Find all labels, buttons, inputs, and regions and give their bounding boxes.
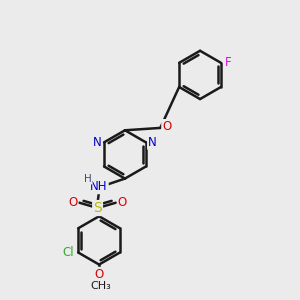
Text: NH: NH [90,180,108,193]
Text: N: N [148,136,157,149]
Text: N: N [93,136,102,149]
Text: O: O [162,120,171,133]
Text: Cl: Cl [62,246,74,259]
Text: H: H [84,174,92,184]
Text: S: S [93,201,102,215]
Text: CH₃: CH₃ [90,281,111,291]
Text: O: O [118,196,127,209]
Text: F: F [225,56,232,69]
Text: O: O [68,196,77,209]
Text: O: O [94,268,104,281]
